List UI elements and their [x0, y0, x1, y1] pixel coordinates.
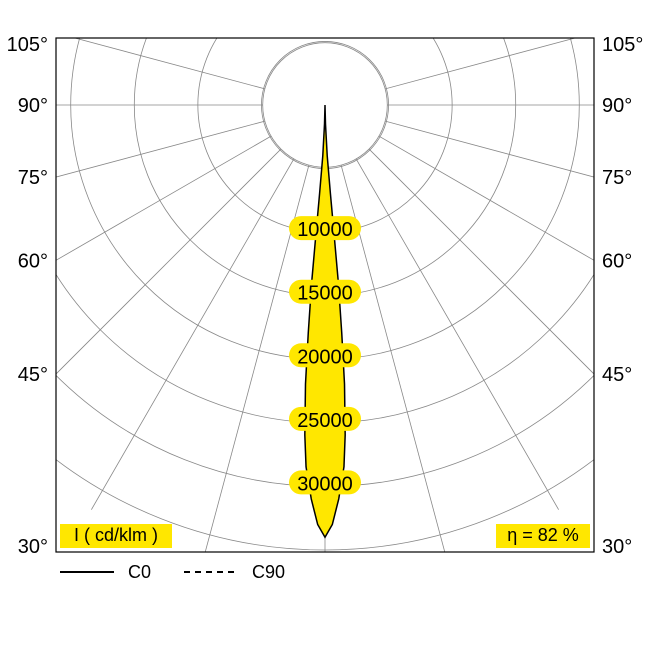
angle-label-right: 60°	[602, 250, 632, 272]
polar-chart-container: 30° 30° 45° 45° 60° 60° 75° 75° 90° 90° 105° 105° 10…	[0, 0, 650, 650]
unit-label: I ( cd/klm )	[74, 525, 158, 545]
angle-label-left: 105°	[7, 34, 48, 56]
angle-label-right: 30°	[602, 536, 632, 558]
legend-label-c0: C0	[128, 562, 151, 582]
angle-label-left: 75°	[18, 167, 48, 189]
efficiency-label: η = 82 %	[507, 525, 579, 545]
radial-label: 25000	[297, 410, 353, 432]
radial-label: 30000	[297, 473, 353, 495]
angle-label-right: 105°	[602, 34, 643, 56]
angle-label-right: 45°	[602, 364, 632, 386]
angle-label-right: 90°	[602, 95, 632, 117]
angle-label-right: 75°	[602, 167, 632, 189]
angle-label-left: 30°	[18, 536, 48, 558]
radial-label: 15000	[297, 283, 353, 305]
angle-label-left: 90°	[18, 95, 48, 117]
legend-label-c90: C90	[252, 562, 285, 582]
radial-label: 10000	[297, 219, 353, 241]
angle-label-left: 60°	[18, 250, 48, 272]
angle-label-left: 45°	[18, 364, 48, 386]
radial-label: 20000	[297, 346, 353, 368]
polar-chart-svg: 30° 30° 45° 45° 60° 60° 75° 75° 90° 90° 105° 105° 10…	[0, 0, 650, 650]
